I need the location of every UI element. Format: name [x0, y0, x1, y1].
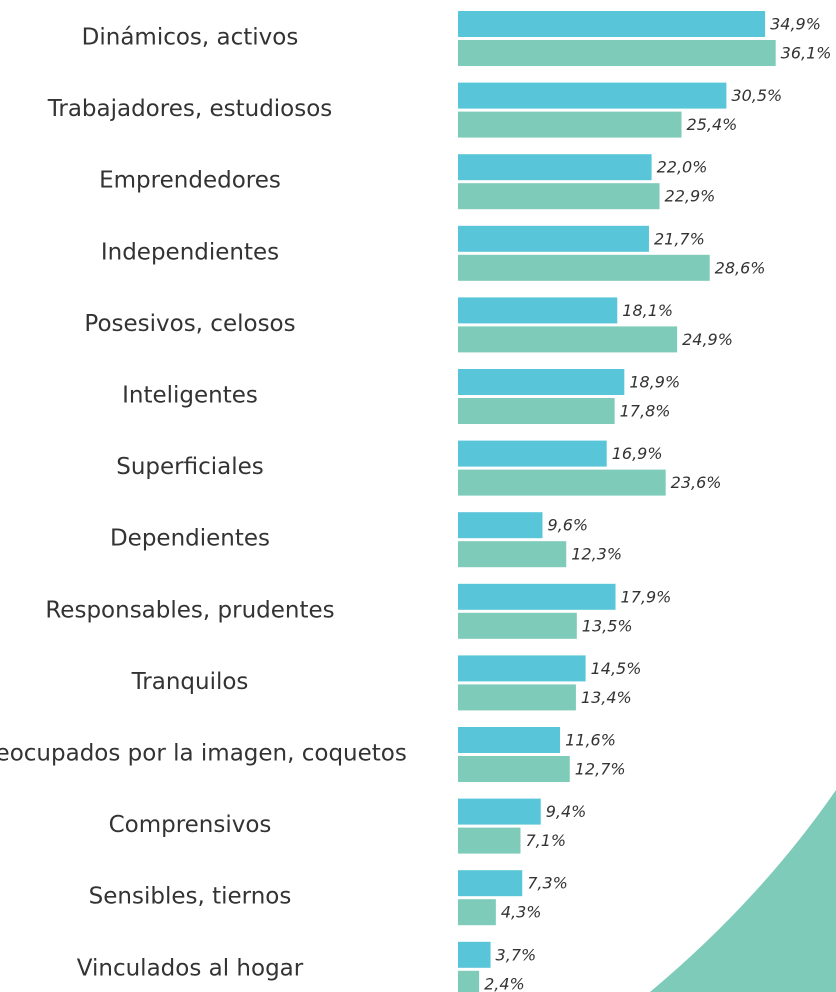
category-label: Independientes	[101, 239, 279, 265]
bar	[458, 82, 727, 109]
value-label: 24,9%	[682, 330, 733, 349]
category-label: Comprensivos	[109, 812, 272, 838]
bar	[458, 655, 586, 682]
value-label: 9,4%	[546, 802, 587, 821]
bar	[458, 612, 577, 639]
category-label: Sensibles, tiernos	[89, 884, 292, 910]
value-label: 23,6%	[671, 473, 722, 492]
value-label: 9,6%	[547, 516, 588, 535]
category-label: Dinámicos, activos	[82, 25, 299, 51]
category-label: Tranquilos	[131, 669, 249, 695]
value-label: 22,0%	[657, 158, 708, 177]
category-label: Dependientes	[110, 526, 270, 552]
category-label: Inteligentes	[122, 383, 258, 409]
bar	[458, 369, 625, 395]
value-label: 25,4%	[687, 115, 738, 134]
bar	[458, 727, 561, 753]
value-label: 12,7%	[575, 760, 626, 779]
value-label: 13,4%	[581, 688, 632, 707]
bar	[458, 941, 491, 968]
value-label: 16,9%	[612, 444, 663, 463]
bar	[458, 870, 523, 897]
bar	[458, 154, 652, 181]
bar	[458, 541, 567, 568]
bar	[458, 756, 570, 782]
bar	[458, 40, 776, 66]
bar	[458, 183, 660, 210]
value-label: 34,9%	[770, 15, 821, 34]
bar	[458, 111, 682, 138]
value-label: 22,9%	[665, 187, 716, 206]
value-label: 13,5%	[582, 616, 633, 635]
bar	[458, 440, 607, 467]
bar	[458, 11, 766, 37]
value-label: 14,5%	[591, 659, 642, 678]
value-label: 17,8%	[620, 402, 671, 421]
bar	[458, 297, 618, 324]
value-label: 30,5%	[731, 86, 782, 105]
bar	[458, 225, 649, 252]
bar	[458, 398, 615, 424]
value-label: 36,1%	[781, 44, 832, 63]
bar	[458, 469, 666, 496]
value-label: 7,3%	[527, 874, 568, 893]
value-label: 7,1%	[525, 831, 566, 850]
value-label: 18,9%	[629, 373, 680, 392]
value-label: 3,7%	[496, 945, 537, 964]
value-label: 2,4%	[484, 974, 525, 992]
value-label: 4,3%	[501, 903, 542, 922]
bar	[458, 827, 521, 854]
bar	[458, 798, 541, 825]
decoration	[650, 790, 836, 992]
value-label: 12,3%	[571, 545, 622, 564]
value-label: 17,9%	[621, 587, 672, 606]
value-label: 18,1%	[622, 301, 673, 320]
bar	[458, 970, 480, 992]
value-label: 28,6%	[715, 258, 766, 277]
category-label: Trabajadores, estudiosos	[47, 96, 333, 122]
value-label: 21,7%	[654, 229, 705, 248]
bar	[458, 583, 616, 610]
bar	[458, 899, 496, 926]
category-label: Vinculados al hogar	[77, 955, 304, 981]
bar	[458, 254, 710, 281]
bar	[458, 684, 576, 711]
category-label: Emprendedores	[99, 168, 281, 194]
value-label: 11,6%	[565, 731, 616, 750]
category-label: Posesivos, celosos	[84, 311, 295, 337]
category-label: Preocupados por la imagen, coquetos	[0, 741, 407, 767]
category-label: Superficiales	[116, 454, 264, 480]
bar	[458, 326, 678, 353]
category-label: Responsables, prudentes	[45, 597, 334, 623]
bar	[458, 512, 543, 539]
